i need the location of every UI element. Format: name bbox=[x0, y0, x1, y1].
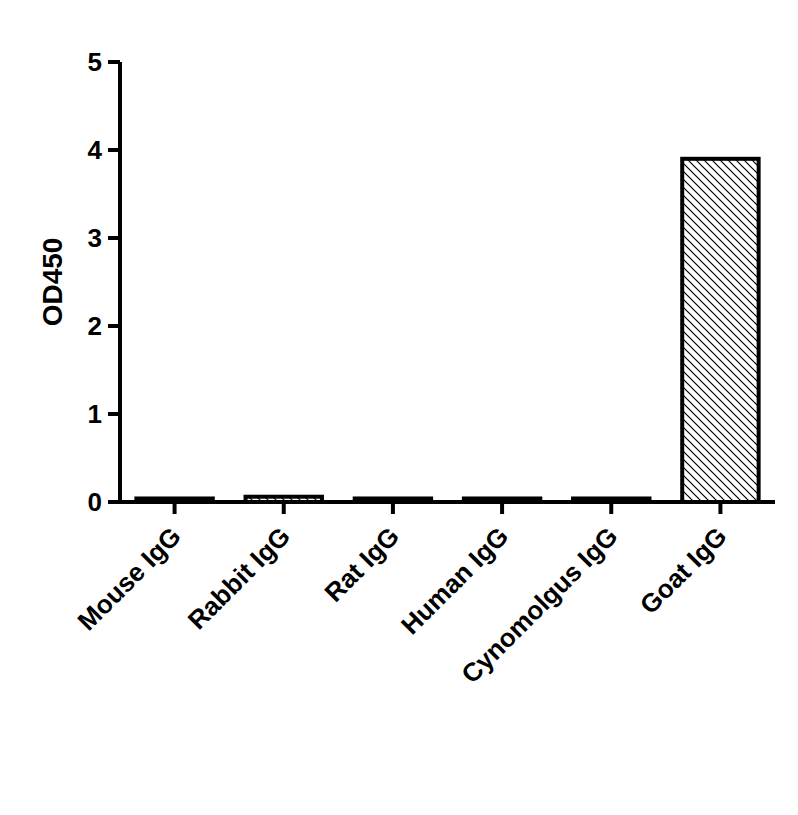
x-tick bbox=[282, 502, 286, 514]
x-tick-label: Goat IgG bbox=[634, 521, 733, 620]
y-tick bbox=[108, 236, 120, 240]
bars bbox=[136, 159, 758, 502]
x-axis-line bbox=[108, 500, 775, 504]
y-tick-label: 3 bbox=[88, 223, 102, 253]
x-tick-label: Mouse IgG bbox=[72, 521, 187, 636]
y-axis-line bbox=[118, 62, 122, 502]
y-tick-label: 1 bbox=[88, 399, 102, 429]
y-tick bbox=[108, 324, 120, 328]
x-tick bbox=[500, 502, 504, 514]
x-tick bbox=[391, 502, 395, 514]
y-tick bbox=[108, 412, 120, 416]
x-tick-label: Cynomolgus IgG bbox=[455, 521, 623, 689]
x-tick bbox=[718, 502, 722, 514]
y-tick-label: 4 bbox=[88, 135, 103, 165]
y-tick bbox=[108, 60, 120, 64]
y-axis-title: OD450 bbox=[37, 238, 68, 327]
chart: 0 1 2 3 4 5 Mouse IgGRabbit IgG Rat IgGHuman Ig… bbox=[0, 0, 798, 815]
x-tick-label: Rabbit IgG bbox=[182, 521, 296, 635]
y-tick-label: 5 bbox=[88, 47, 102, 77]
y-tick bbox=[108, 148, 120, 152]
x-tick bbox=[609, 502, 613, 514]
bar bbox=[682, 159, 758, 502]
y-tick-label: 0 bbox=[88, 487, 102, 517]
x-tick-label: Rat IgG bbox=[319, 521, 406, 608]
y-tick-label: 2 bbox=[88, 311, 102, 341]
x-tick-label: Human IgG bbox=[395, 521, 514, 640]
x-tick bbox=[173, 502, 177, 514]
chart-root: 0 1 2 3 4 5 Mouse IgGRabbit IgG Rat IgGHuman Ig… bbox=[0, 0, 798, 815]
